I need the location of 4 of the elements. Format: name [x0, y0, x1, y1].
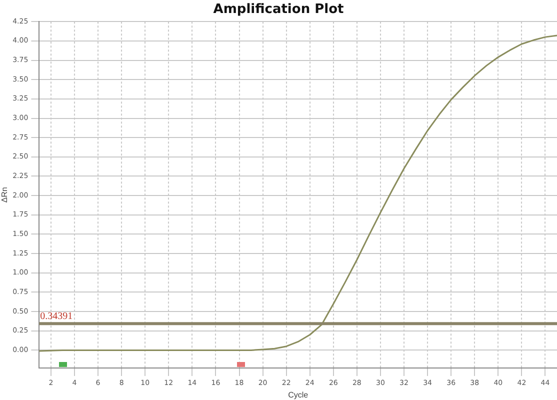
chart-title: Amplification Plot — [213, 2, 344, 18]
x-axis-title: Cycle — [288, 390, 309, 400]
ref-line-label: 0.34391 — [40, 311, 73, 322]
y-axis-title: ΔRn — [0, 187, 10, 203]
